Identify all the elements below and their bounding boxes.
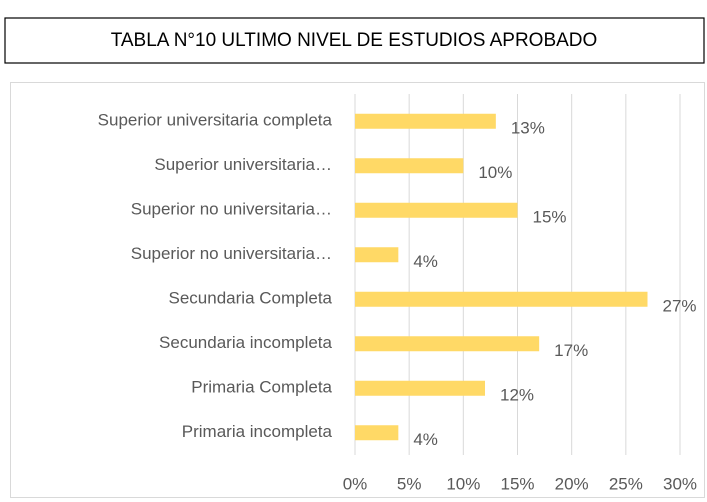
y-tick-label: Secundaria incompleta — [159, 333, 332, 352]
data-label: 4% — [413, 252, 438, 271]
y-tick-label: Primaria incompleta — [182, 422, 333, 441]
bar — [355, 158, 464, 174]
bar — [355, 425, 399, 441]
x-tick-label: 30% — [663, 474, 697, 493]
x-tick-label: 10% — [446, 474, 480, 493]
data-label: 17% — [554, 341, 588, 360]
bar — [355, 247, 399, 263]
data-label: 15% — [533, 208, 567, 227]
data-label: 4% — [413, 430, 438, 449]
x-tick-label: 25% — [609, 474, 643, 493]
x-tick-label: 15% — [500, 474, 534, 493]
bar — [355, 113, 496, 129]
data-label: 12% — [500, 386, 534, 405]
y-tick-label: Superior universitaria… — [154, 155, 332, 174]
x-tick-label: 5% — [397, 474, 422, 493]
title-box — [4, 17, 705, 64]
bar — [355, 336, 540, 352]
x-tick-label: 0% — [343, 474, 368, 493]
x-tick-label: 20% — [555, 474, 589, 493]
data-label: 13% — [511, 119, 545, 138]
y-tick-label: Superior no universitaria… — [131, 200, 332, 219]
bar — [355, 380, 485, 396]
data-label: 10% — [478, 163, 512, 182]
y-tick-label: Superior no universitaria… — [131, 244, 332, 263]
chart-title: TABLA N°10 ULTIMO NIVEL DE ESTUDIOS APRO… — [111, 30, 598, 51]
bar — [355, 291, 648, 307]
data-label: 27% — [663, 297, 697, 316]
y-tick-label: Primaria Completa — [191, 378, 332, 397]
y-tick-label: Secundaria Completa — [169, 289, 333, 308]
bar — [355, 202, 518, 218]
y-tick-label: Superior universitaria completa — [98, 111, 333, 130]
